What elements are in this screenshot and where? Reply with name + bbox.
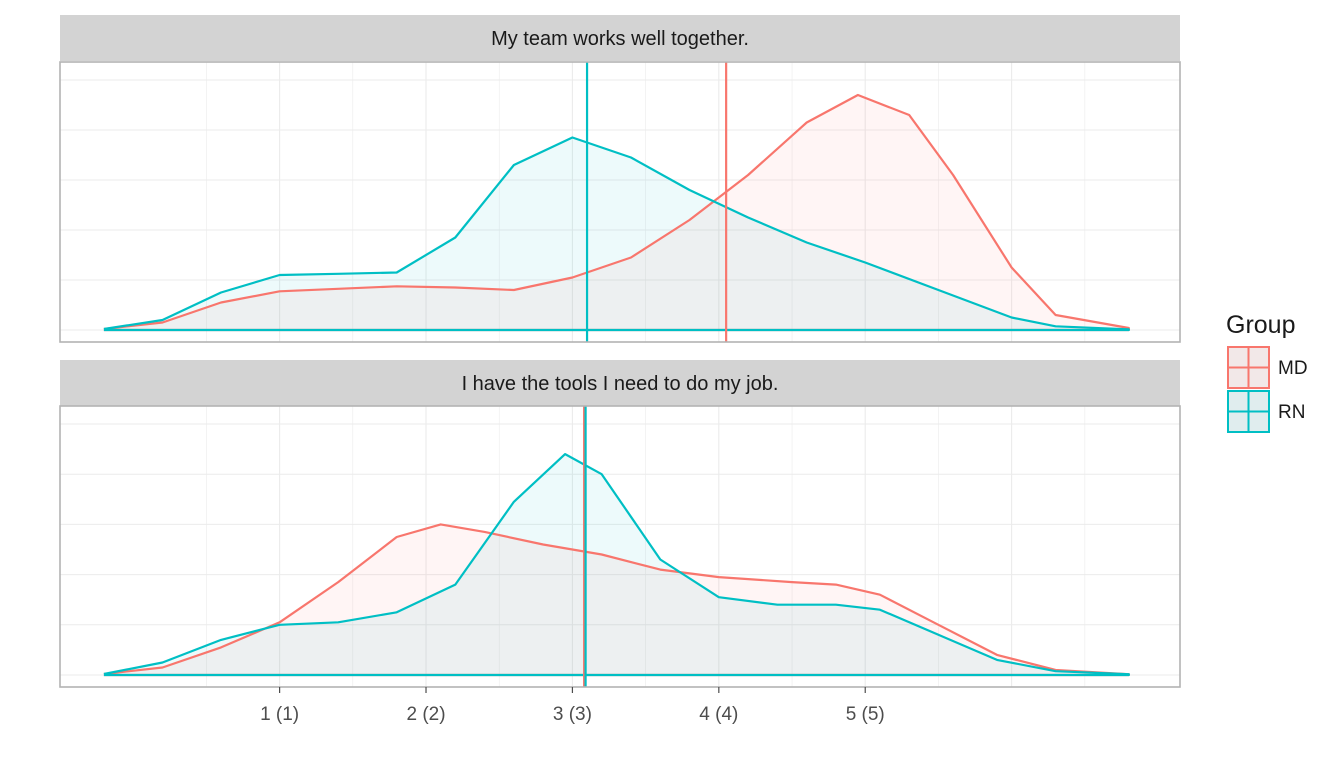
x-tick-label: 4 (4) [699,704,738,725]
gridlines [60,62,1180,342]
x-axis: 1 (1) 2 (2) 3 (3) 4 (4) 5 (5) [260,687,885,725]
facet-title: I have the tools I need to do my job. [462,373,779,395]
density-line-rn [103,453,1130,677]
legend: Group MD RN [1226,311,1308,433]
legend-key-rn [1227,390,1270,433]
legend-label: RN [1278,402,1305,423]
panel-border [59,405,1181,688]
density-line-md [103,93,1130,332]
facet-panel: My team works well together. [59,15,1181,343]
panel-background [60,62,1180,342]
x-tick-label: 3 (3) [553,704,592,725]
density-area-md [103,524,1129,675]
x-tick-label: 1 (1) [260,704,299,725]
panel-background [60,406,1180,687]
legend-label: MD [1278,358,1308,379]
density-line-md [103,523,1130,677]
x-tick-label: 5 (5) [846,704,885,725]
density-area-rn [103,454,1129,675]
legend-title: Group [1226,311,1295,339]
x-tick-label: 2 (2) [406,704,445,725]
facet-strip [60,360,1180,406]
density-area-md [103,95,1129,330]
facet-panels: My team works well together. I have the t… [59,15,1181,688]
facet-title: My team works well together. [491,28,749,50]
facet-panel: I have the tools I need to do my job. [59,360,1181,688]
legend-key-md [1227,346,1270,389]
density-area-rn [103,137,1129,330]
density-line-rn [103,136,1130,332]
panel-border [59,61,1181,343]
gridlines [60,406,1180,687]
facet-strip [60,15,1180,61]
